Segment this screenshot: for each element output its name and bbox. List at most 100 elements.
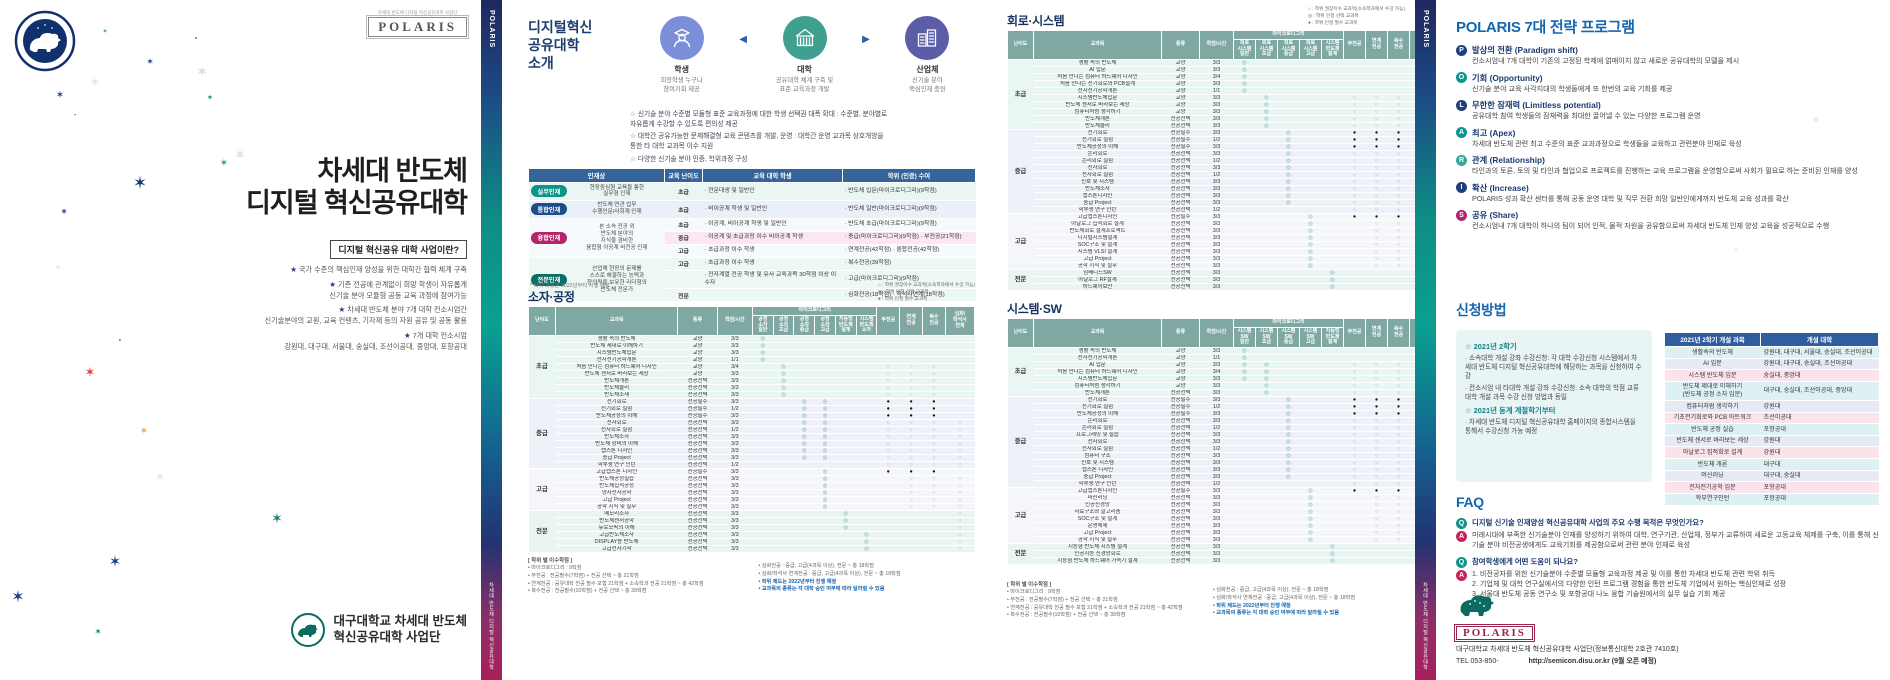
course-mark: ○ [899,384,923,392]
course-mark: ○ [876,454,900,462]
talent-level [664,270,703,290]
course-row: 처음 만나는 컴퓨터 하드웨어 디자인 교양 3/4 ◎ ◎ ○ ○ ○ [1008,368,1438,376]
course-mark [1321,199,1344,207]
course-mark [945,363,975,371]
course-row: 반도체개론 전공선택 3/3 ◎ ○ ○ ○ [1008,115,1438,123]
course-mark [1321,143,1344,151]
course-type: 전공선택 [1161,431,1200,439]
course-name: 반도체물리 [1033,122,1162,130]
course-mark [1343,59,1366,67]
course-mark: ○ [1387,389,1410,397]
course-mark [773,531,794,539]
course-mark [1321,361,1344,369]
mark-icon: ◎ [1242,88,1247,94]
mark-icon: ◎ [1286,186,1291,192]
mark-icon: ◎ [1264,362,1269,368]
course-mark: ● [922,405,946,413]
course-mark [773,468,794,476]
course-mark [1321,108,1344,116]
star-icon: ● [118,337,122,342]
course-mark [1233,396,1256,404]
course-mark: ● [1365,403,1388,411]
course-name: 아날로그 RF설계 [1033,276,1162,284]
course-mark: ○ [945,461,975,469]
course-mark: ● [1343,213,1366,221]
course-credit: 3/3 [717,384,753,392]
course-mark [1233,129,1256,137]
wordmark-text: POLARIS [366,15,469,39]
course-mark: ○ [1387,101,1410,109]
course-mark [814,349,836,357]
mark-icon: ○ [1396,256,1401,262]
course-name: 생활 속의 반도체 [555,335,678,343]
mark-icon: ◎ [760,357,766,363]
course-credit: 3/3 [1199,361,1234,369]
course-mark [1321,192,1344,200]
course-mark [814,517,836,525]
course-mark: ◎ [1277,431,1300,439]
actor-desc: 공유대학 체계 구축 및 표준 교육과정 개발 [775,77,834,93]
mark-icon: ○ [1374,172,1379,178]
course-mark: ○ [1365,431,1388,439]
course-mark: ○ [1365,473,1388,481]
course-mark [773,405,794,413]
microdegree-group-header: 마이크로디그리 [1233,30,1344,40]
course-mark: ○ [1387,501,1410,509]
note-line: • 부전공 : 전공필수(7학점) + 전공 선택 ~ 총 21학점 [528,572,639,579]
course-mark: ○ [1365,122,1388,130]
mark-icon: ● [1374,397,1379,403]
course-mark: ◎ [1299,241,1322,249]
course-mark: ○ [922,447,946,455]
course-mark [1321,473,1344,481]
course-mark: ○ [1387,255,1410,263]
course-mark [793,349,815,357]
course-row: 반도체공정의 이해 전공필수 3/3 ◎ ◎ ● ● ● [529,412,975,420]
talent-level: 고급 [664,244,703,258]
course-mark [773,419,794,427]
course-row: 중급 전기회로 전공필수 3/3 ◎ ● ● ● [1007,129,1438,214]
mark-icon: ○ [1352,102,1357,108]
course-mark: ○ [876,433,900,441]
course-mark [876,335,900,343]
course-mark: ● [1343,396,1366,404]
strategy-badge: O [1456,72,1467,84]
course-mark [1321,262,1344,270]
mark-icon: ◎ [843,518,849,524]
mark-icon: ○ [1396,200,1401,206]
course-credit: 3/3 [1199,529,1234,537]
course-mark [1233,417,1256,425]
star-icon: ✶ [271,510,283,526]
course-mark [1233,192,1256,200]
apply-course-name: 시스템 반도체 입문 [1664,369,1761,382]
mark-icon: ◎ [1330,277,1335,283]
course-row: 반도체집적공정 전공선택 3/3 ◎ ○ ○ ○ [529,482,975,490]
course-mark [1321,529,1344,537]
mark-icon: ◎ [1286,172,1291,178]
mark-icon: ○ [1396,439,1401,445]
mark-icon: ◎ [781,371,786,377]
course-mark [1233,150,1256,158]
course-credit: 3/3 [717,482,753,490]
course-credit: 1/1 [1199,87,1234,95]
mark-icon: ◎ [1286,425,1291,431]
course-mark [1277,557,1300,565]
mark-icon: ○ [1374,242,1379,248]
course-mark [1255,269,1278,277]
course-name: 고급캡스톤 디자인 [555,468,678,476]
mark-icon: ○ [1352,109,1357,115]
course-col-header: 학점/시간 [716,306,753,336]
course-mark [1233,234,1256,242]
course-credit: 3/3 [1199,164,1234,172]
course-name: 반도체 센서로 바라보는 세상 [1033,101,1162,109]
course-mark [752,370,774,378]
mark-icon: ○ [1396,228,1401,234]
course-mark [1299,192,1322,200]
course-mark: ○ [1365,375,1388,383]
mark-icon: ○ [886,392,890,398]
talent-cell: 융합인재 본 소속 전공 외 반도체 분야의 지식을 겸비한 융합형 이공계 비전… [528,218,665,258]
course-credit: 3/3 [1199,557,1234,565]
panel-intro: 디지털혁신 공유대학 소개 학생 희망학생 누구나 참여기회 제공 ◀ 대학 공유대학 … [502,0,985,680]
course-mark [752,447,774,455]
